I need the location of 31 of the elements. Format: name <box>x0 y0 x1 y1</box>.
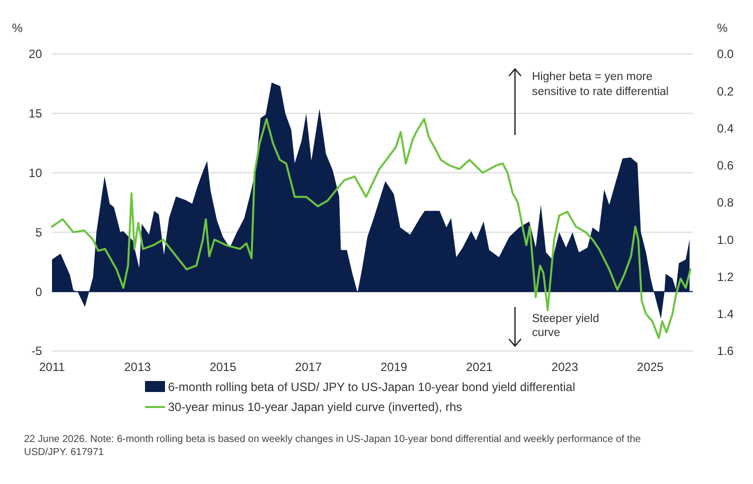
text: 22 June 2026. Note: 6-month rolling beta is based on weekly changes in US-Japan 10-year bond differential and weekly performance of the USD/JPY. 617971 <box>24 434 642 458</box>
y2-tick-label: 1.2 <box>717 270 734 284</box>
annotation: Steeper yield curve <box>532 313 600 339</box>
legend-label: 6-month rolling beta of USD/ JPY to US-Japan 10-year bond yield differential <box>168 380 576 394</box>
x-tick-label: 2021 <box>466 360 494 374</box>
x-tick-label: 2025 <box>636 360 664 374</box>
y-tick-label: 5 <box>35 225 42 240</box>
y2-tick-label: 0.4 <box>717 121 734 136</box>
annotation: Higher beta = yen more sensitive to rate differential <box>532 71 669 98</box>
x-tick-label: 2013 <box>124 360 152 374</box>
x-tick-label: 2015 <box>210 360 237 374</box>
y2-tick-label: 0.6 <box>717 158 734 173</box>
line-series <box>51 118 692 340</box>
y-tick-label: 10 <box>28 166 42 180</box>
x-tick-label: 2023 <box>551 360 578 374</box>
y-tick-label: 20 <box>28 47 42 62</box>
legend-label: 30-year minus 10-year Japan yield curve (inverted), rhs <box>168 400 462 414</box>
x-tick-label: 2017 <box>295 360 322 374</box>
y2-tick-label: 0.0 <box>717 47 734 62</box>
y2-tick-label: 1.0 <box>717 232 734 247</box>
y2-tick-label: 1.4 <box>717 307 734 322</box>
x-tick-label: 2011 <box>39 360 66 374</box>
y2-tick-label: 1.6 <box>717 344 734 358</box>
y-tick-label: 0 <box>35 284 42 299</box>
y-tick-label: -5 <box>31 344 42 358</box>
x-tick-label: 2019 <box>380 360 408 374</box>
y2-axis-title: % <box>717 21 728 35</box>
y2-tick-label: 0.8 <box>717 196 734 210</box>
y2-tick-label: 0.2 <box>717 84 734 98</box>
y-tick-label: 15 <box>28 106 42 121</box>
y-axis-title: % <box>12 21 23 35</box>
